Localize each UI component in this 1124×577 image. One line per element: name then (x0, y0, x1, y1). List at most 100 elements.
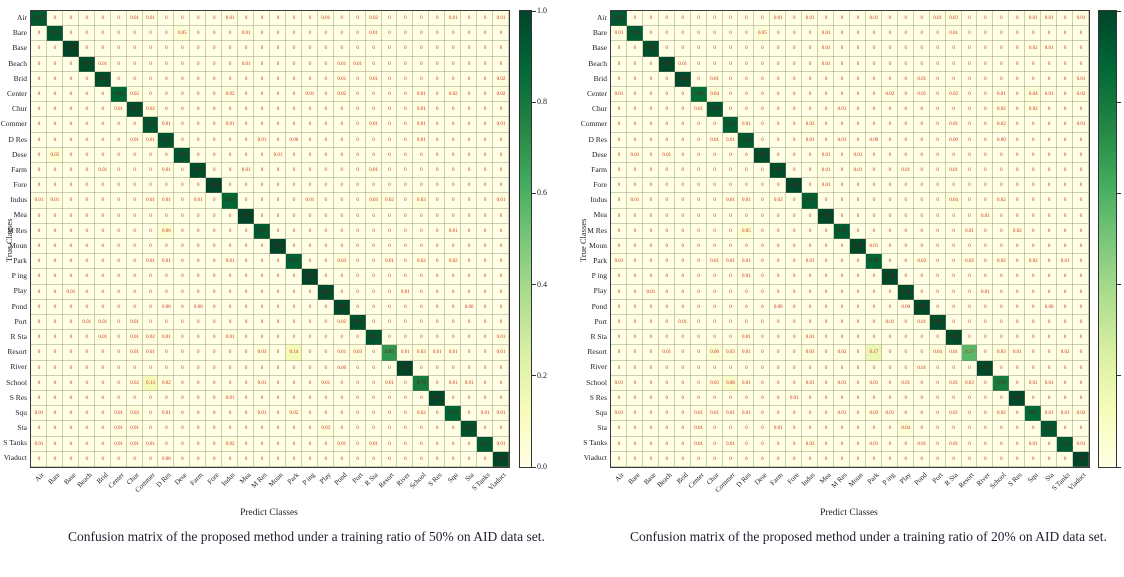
matrix-cell: 0 (818, 406, 835, 422)
matrix-cell: 0 (642, 330, 659, 346)
matrix-cell: 0 (977, 375, 994, 391)
matrix-cell: 0.02 (158, 375, 175, 391)
matrix-cell: 0 (642, 451, 659, 467)
matrix-cell: 0 (993, 330, 1010, 346)
matrix-cell: 0 (397, 11, 414, 27)
matrix-cell: 0 (754, 330, 771, 346)
matrix-cell: 0 (722, 26, 739, 42)
matrix-cell: 0.01 (381, 375, 398, 391)
matrix-cell: 0 (381, 117, 398, 133)
matrix-cell: 0 (706, 314, 723, 331)
matrix-cell: 0 (78, 451, 95, 467)
matrix-cell: 0 (158, 269, 175, 285)
matrix-cell: 0 (429, 330, 446, 346)
matrix-cell: 0 (94, 147, 111, 163)
matrix-cell: 0 (786, 223, 803, 239)
matrix-cell: 0 (626, 345, 643, 361)
matrix-cell: 0 (493, 314, 509, 331)
matrix-cell: 0 (865, 71, 882, 87)
matrix-cell: 0 (429, 284, 446, 300)
matrix-cell: 0 (738, 162, 755, 179)
matrix-cell: 0 (1009, 254, 1026, 270)
matrix-cell: 0 (690, 178, 707, 194)
matrix-cell: 0 (62, 117, 79, 133)
matrix-cell: 0 (317, 451, 334, 467)
matrix-cell: 0.01 (445, 223, 462, 239)
matrix-cell: 0 (770, 102, 787, 118)
matrix-cell: 0 (461, 284, 478, 300)
matrix-cell: 0.14 (285, 345, 302, 361)
matrix-cell: 0 (1041, 178, 1058, 194)
matrix-cell: 0.03 (349, 345, 366, 361)
matrix-cell: 0.03 (961, 375, 978, 391)
matrix-cell: 0 (754, 11, 771, 27)
matrix-cell: 1.00 (238, 208, 255, 224)
matrix-cell: 0 (865, 178, 882, 194)
matrix-cell: 0 (770, 132, 787, 148)
matrix-cell: 0 (190, 238, 207, 255)
matrix-cell: 0 (754, 41, 771, 57)
matrix-cell: 0 (881, 178, 898, 194)
matrix-cell: 0 (238, 345, 255, 361)
matrix-cell: 0 (611, 56, 627, 72)
matrix-cell: 0 (1009, 26, 1026, 42)
matrix-cell: 0.01 (31, 193, 47, 209)
matrix-cell: 0 (270, 345, 286, 361)
matrix-cell: 0 (865, 223, 882, 239)
matrix-cell: 0 (413, 330, 430, 346)
colorbar-tick-label: 0.8 (537, 97, 547, 107)
matrix-cell: 0 (46, 41, 63, 57)
matrix-cell: 0 (850, 223, 866, 239)
matrix-cell: 0 (126, 451, 143, 467)
matrix-cell: 0 (611, 299, 627, 315)
matrix-cell: 0 (270, 117, 286, 133)
matrix-cell: 0 (126, 360, 143, 376)
matrix-cell: 0 (945, 314, 962, 331)
matrix-cell: 0 (961, 451, 978, 467)
matrix-cell: 0.01 (413, 132, 430, 148)
matrix-cell: 0 (238, 375, 255, 391)
matrix-cell: 0 (477, 102, 494, 118)
matrix-cell: 0 (897, 178, 914, 194)
matrix-cell: 0 (1057, 223, 1074, 239)
matrix-cell: 0 (834, 254, 850, 270)
matrix-cell: 0 (142, 451, 159, 467)
matrix-cell: 0.01 (126, 421, 143, 437)
matrix-cell: 0.01 (78, 314, 95, 331)
matrix-cell: 0 (802, 102, 819, 118)
matrix-cell: 0 (1009, 56, 1026, 72)
matrix-cell: 0 (961, 284, 978, 300)
matrix-cell: 0.03 (722, 345, 739, 361)
matrix-cell: 0 (961, 71, 978, 87)
matrix-cell: 0 (429, 147, 446, 163)
matrix-cell: 0.01 (110, 406, 127, 422)
matrix-cell: 0 (270, 390, 286, 407)
row-label: Center (7, 88, 27, 98)
matrix-cell: 0 (658, 314, 675, 331)
matrix-cell: 0 (94, 132, 111, 148)
matrix-cell: 0 (365, 147, 382, 163)
matrix-cell: 0 (317, 117, 334, 133)
matrix-cell: 0 (929, 299, 946, 315)
row-label: Farm (591, 164, 607, 174)
matrix-cell: 0 (301, 26, 318, 42)
matrix-cell: 0 (818, 314, 835, 331)
matrix-cell: 0.02 (285, 406, 302, 422)
matrix-cell: 0 (333, 41, 350, 57)
matrix-cell: 0 (31, 254, 47, 270)
matrix-cell: 0 (381, 208, 398, 224)
matrix-cell: 0 (850, 71, 866, 87)
matrix-cell: 0 (770, 314, 787, 331)
matrix-cell: 0 (961, 314, 978, 331)
matrix-cell: 0 (929, 147, 946, 163)
matrix-cell: 0 (31, 269, 47, 285)
matrix-cell: 0.01 (1073, 11, 1089, 27)
matrix-cell: 0 (285, 284, 302, 300)
matrix-cell: 0 (1041, 238, 1058, 255)
matrix-cell: 0 (270, 375, 286, 391)
matrix-cell: 0 (126, 26, 143, 42)
matrix-cell: 0 (477, 26, 494, 42)
matrix-cell: 0.01 (977, 208, 994, 224)
matrix-cell: 0 (802, 26, 819, 42)
matrix-cell: 0 (674, 390, 691, 407)
